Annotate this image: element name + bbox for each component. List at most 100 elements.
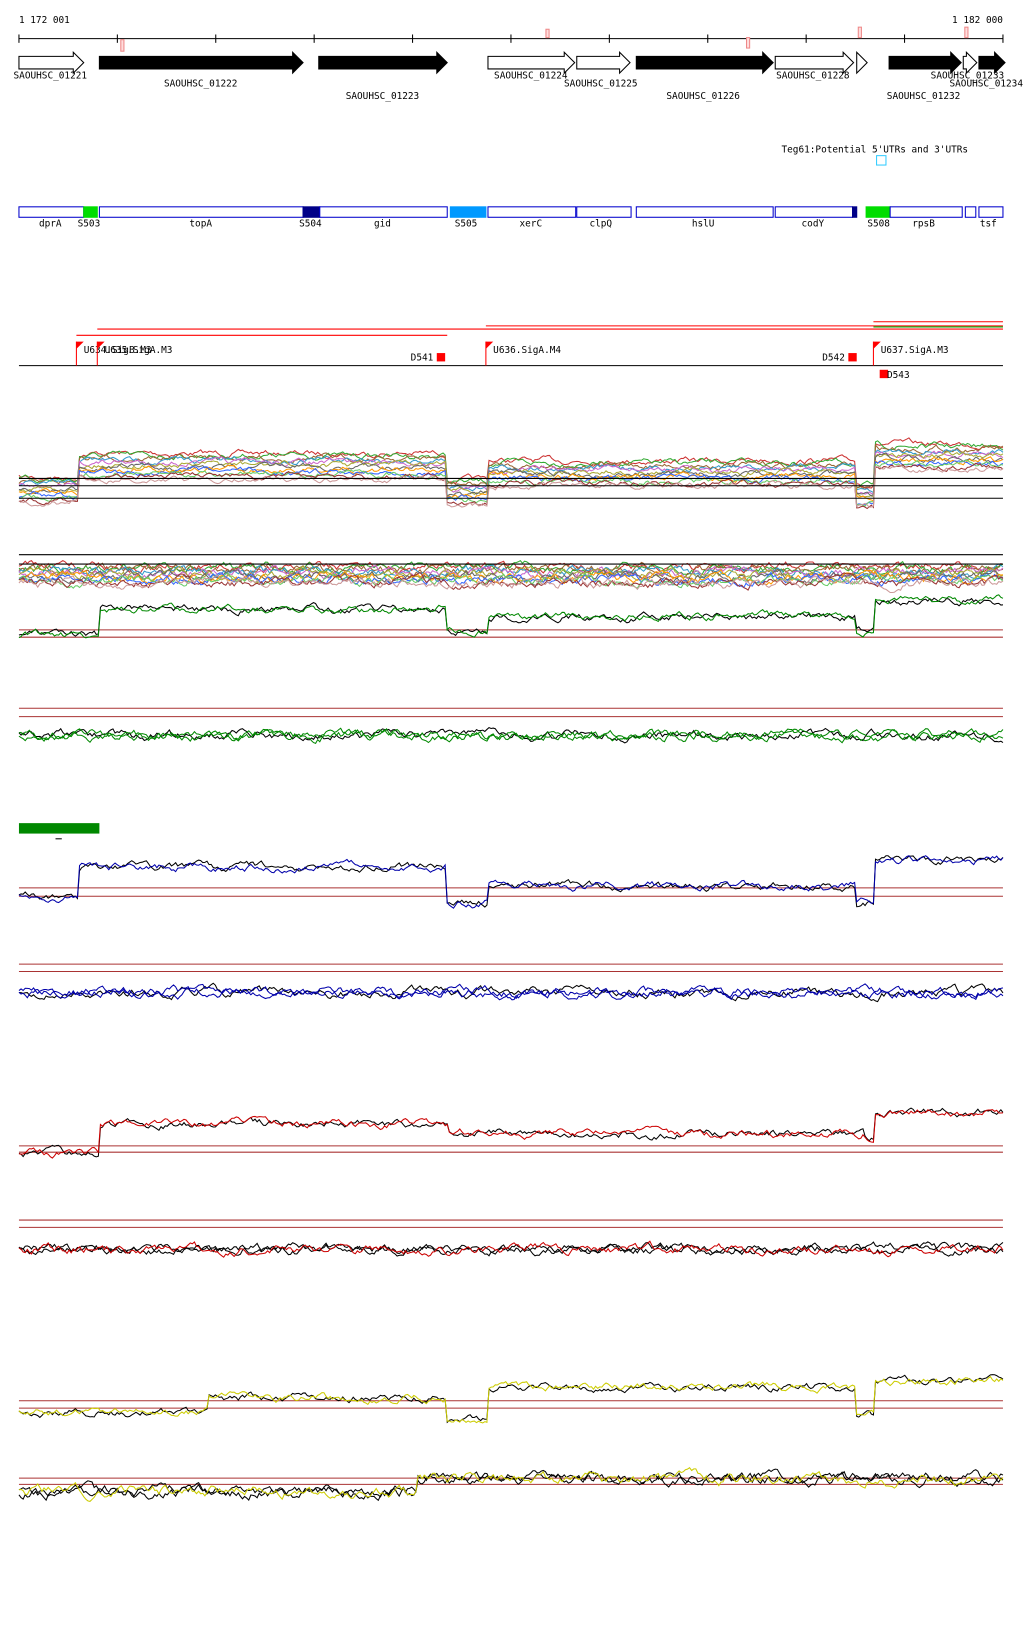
terminator-label: D542 <box>822 352 845 363</box>
signal-trace <box>18 572 1004 589</box>
gene-label: SAOUHSC_01225 <box>564 79 638 90</box>
signal-trace <box>18 983 1004 1001</box>
signal-trace <box>18 983 1004 1001</box>
gene-arrow <box>962 50 978 75</box>
gene-label: SAOUHSC_01232 <box>887 91 961 102</box>
segment-label: dprA <box>39 219 62 230</box>
start-coordinate: 1 172 001 <box>19 15 70 26</box>
promoter-flag <box>873 341 881 349</box>
segment-label: hslU <box>692 219 715 230</box>
promoter-flag <box>76 341 84 349</box>
promoter-flag <box>485 341 494 349</box>
terminator-label: D541 <box>411 352 434 363</box>
signal-trace <box>18 594 1004 639</box>
segment <box>487 206 577 218</box>
terminator <box>848 353 857 362</box>
gene-arrow <box>98 50 304 75</box>
signal-trace <box>18 1109 1004 1159</box>
segment-label: tsf <box>980 219 997 230</box>
signal-trace <box>18 451 1004 499</box>
gene-label: SAOUHSC_01222 <box>164 79 238 90</box>
signal-trace <box>18 564 1004 581</box>
gene-arrow <box>18 50 85 75</box>
promoter-label: U636.SigA.M4 <box>493 345 561 356</box>
segment <box>98 206 304 218</box>
signal-trace <box>18 437 1004 489</box>
feature-marker <box>545 28 550 39</box>
signal-trace <box>18 727 1004 744</box>
terminator <box>879 369 889 379</box>
segment-label: S505 <box>455 219 478 230</box>
segment-label: clpQ <box>589 219 612 230</box>
signal-trace <box>18 1241 1004 1257</box>
terminator-label: D543 <box>887 370 910 381</box>
segment-label: S503 <box>78 219 101 230</box>
segment-label: codY <box>802 219 825 230</box>
feature-marker <box>857 26 862 39</box>
segment <box>83 206 98 218</box>
promoter-label: U637.SigA.M3 <box>881 345 949 356</box>
signal-trace <box>18 855 1004 909</box>
segment <box>865 206 891 218</box>
segment <box>18 206 85 218</box>
segment <box>449 206 487 218</box>
signal-trace <box>18 727 1004 744</box>
signal-trace <box>18 1467 1004 1502</box>
segment <box>852 206 858 218</box>
signal-trace <box>18 855 1004 908</box>
signal-trace <box>18 462 1004 510</box>
signal-trace <box>18 443 1004 489</box>
gene-label: SAOUHSC_01234 <box>949 79 1023 90</box>
segment-label: rpsB <box>912 219 935 230</box>
gene-arrow <box>487 50 576 75</box>
feature-marker <box>120 39 125 52</box>
signal-trace <box>18 727 1004 744</box>
signal-trace <box>18 1468 1004 1500</box>
segment <box>302 206 321 218</box>
end-coordinate: 1 182 000 <box>952 15 1003 26</box>
gene-arrow <box>978 50 1006 75</box>
terminator <box>436 353 446 362</box>
gene-arrow <box>576 50 631 75</box>
signal-trace <box>18 561 1004 580</box>
gene-label: SAOUHSC_01223 <box>346 91 420 102</box>
segment-label: S508 <box>867 219 890 230</box>
gene-arrow <box>856 50 868 75</box>
gene-arrow <box>635 50 774 75</box>
scale-bar <box>18 823 100 834</box>
segment <box>576 206 632 218</box>
promoter-flag <box>97 341 105 349</box>
gene-label: SAOUHSC_01221 <box>14 70 88 81</box>
gene-arrow <box>888 50 962 75</box>
utr-marker <box>876 155 887 166</box>
gene-arrow <box>318 50 448 75</box>
signal-trace <box>18 597 1004 637</box>
segment <box>964 206 977 218</box>
signal-trace <box>18 574 1004 594</box>
feature-marker <box>745 37 751 49</box>
segment <box>889 206 963 218</box>
promoter-label: U635.SigA.M3 <box>105 345 173 356</box>
signal-trace <box>18 571 1004 591</box>
gene-label: SAOUHSC_01224 <box>494 70 568 81</box>
segment <box>635 206 774 218</box>
signal-trace <box>18 1107 1004 1158</box>
track-title: Teg61:Potential 5'UTRs and 3'UTRs <box>782 145 969 156</box>
signal-trace <box>18 459 1004 507</box>
signal-trace <box>18 572 1004 589</box>
segment-label: S504 <box>299 219 322 230</box>
segment-label: gid <box>374 219 391 230</box>
gene-label: SAOUHSC_01228 <box>776 70 850 81</box>
segment <box>978 206 1004 218</box>
segment-label: topA <box>189 219 212 230</box>
feature-marker <box>964 26 969 39</box>
signal-trace <box>18 1375 1004 1424</box>
signal-trace <box>18 1240 1004 1258</box>
gene-arrow <box>774 50 855 75</box>
segment-label: xerC <box>519 219 542 230</box>
gene-label: SAOUHSC_01233 <box>931 70 1004 81</box>
gene-label: SAOUHSC_01226 <box>666 91 740 102</box>
signal-trace <box>18 559 1004 576</box>
